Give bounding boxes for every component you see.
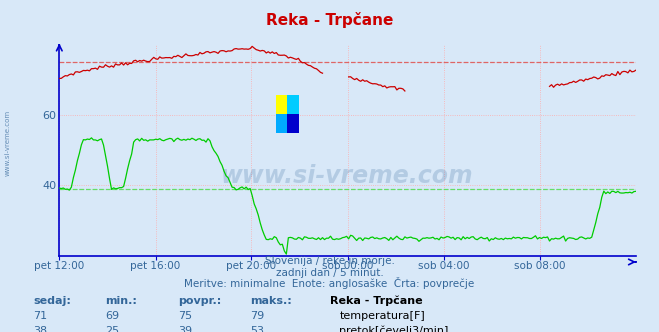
- Text: pretok[čevelj3/min]: pretok[čevelj3/min]: [339, 325, 449, 332]
- Text: 25: 25: [105, 326, 119, 332]
- Text: 75: 75: [178, 311, 192, 321]
- Text: 71: 71: [33, 311, 47, 321]
- Text: povpr.:: povpr.:: [178, 296, 221, 306]
- Text: sedaj:: sedaj:: [33, 296, 71, 306]
- Bar: [287, 115, 299, 133]
- Text: min.:: min.:: [105, 296, 137, 306]
- Text: maks.:: maks.:: [250, 296, 292, 306]
- Bar: [275, 115, 287, 133]
- Text: 39: 39: [178, 326, 192, 332]
- Bar: [275, 95, 287, 115]
- Text: www.si-vreme.com: www.si-vreme.com: [5, 110, 11, 176]
- Text: Reka - Trpčane: Reka - Trpčane: [330, 295, 422, 306]
- Text: Slovenija / reke in morje.: Slovenija / reke in morje.: [264, 256, 395, 266]
- Text: temperatura[F]: temperatura[F]: [339, 311, 425, 321]
- Text: 79: 79: [250, 311, 265, 321]
- Text: www.si-vreme.com: www.si-vreme.com: [221, 164, 474, 188]
- Bar: [287, 95, 299, 115]
- Text: 53: 53: [250, 326, 264, 332]
- Text: zadnji dan / 5 minut.: zadnji dan / 5 minut.: [275, 268, 384, 278]
- Text: Meritve: minimalne  Enote: anglosaške  Črta: povprečje: Meritve: minimalne Enote: anglosaške Črt…: [185, 277, 474, 289]
- Text: 38: 38: [33, 326, 47, 332]
- Text: Reka - Trpčane: Reka - Trpčane: [266, 12, 393, 28]
- Text: 69: 69: [105, 311, 119, 321]
